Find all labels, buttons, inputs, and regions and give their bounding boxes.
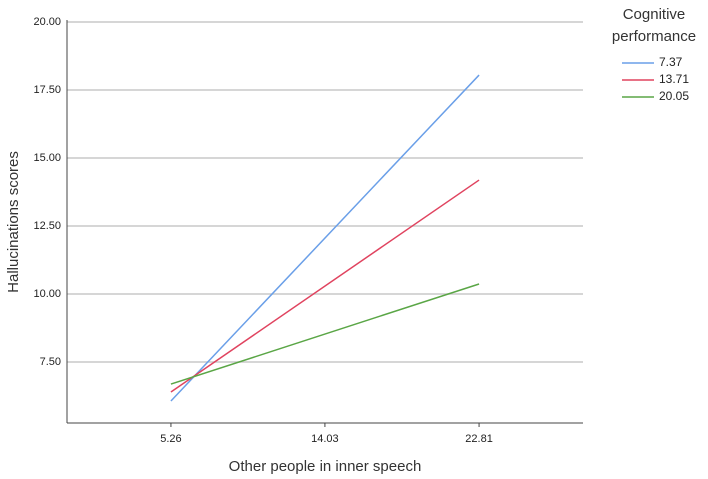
y-tick-label: 20.00 xyxy=(33,16,61,28)
legend-label: 20.05 xyxy=(659,89,689,103)
series-line xyxy=(170,179,480,393)
x-axis-title: Other people in inner speech xyxy=(229,458,422,475)
series-line xyxy=(170,283,480,385)
x-tick-label: 22.81 xyxy=(465,433,493,445)
y-tick-label: 17.50 xyxy=(33,84,61,96)
legend-label: 7.37 xyxy=(659,55,683,69)
y-axis-title: Hallucinations scores xyxy=(5,151,22,293)
series-line xyxy=(170,74,480,402)
legend-title: Cognitive performance xyxy=(611,6,697,45)
x-tick-label: 14.03 xyxy=(311,433,339,445)
y-tick-label: 15.00 xyxy=(33,152,61,164)
legend-label: 13.71 xyxy=(659,72,689,86)
y-tick-label: 12.50 xyxy=(33,220,61,232)
x-tick-label: 5.26 xyxy=(160,433,181,445)
y-tick-label: 10.00 xyxy=(33,288,61,300)
y-tick-label: 7.50 xyxy=(40,356,61,368)
